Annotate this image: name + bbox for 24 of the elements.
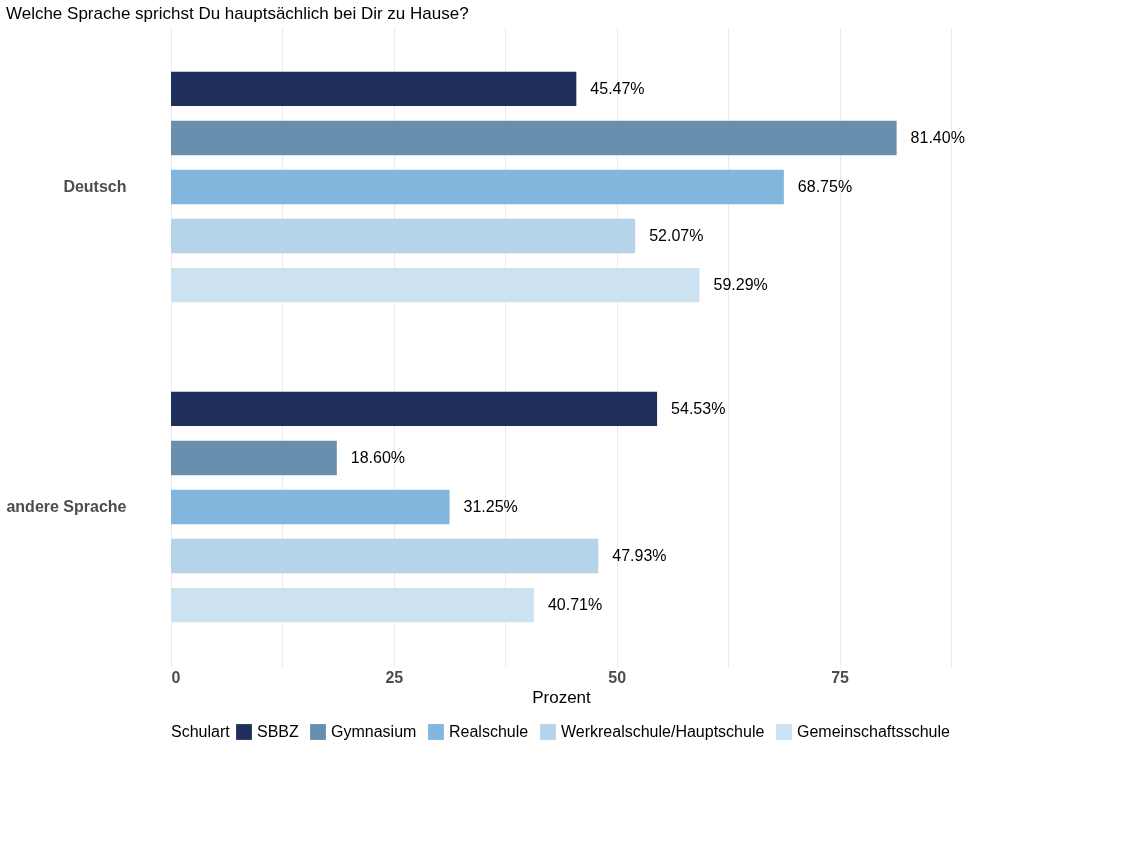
data-label: 52.07% [649,227,704,245]
data-label: 47.93% [612,547,667,565]
legend-label: Gemeinschaftsschule [797,723,951,740]
legend-title: Schulart [171,723,231,740]
data-label: 45.47% [590,79,645,97]
data-label: 40.71% [547,596,603,614]
y-tick-label: Deutsch [63,178,127,195]
x-axis-title: Prozent [532,687,592,707]
legend-label: Realschule [449,723,529,740]
legend-label: SBBZ [257,723,300,740]
x-tick-label: 0 [171,668,181,686]
legend-label: Gymnasium [331,723,417,740]
legend-label: Werkrealschule/Hauptschule [561,723,765,740]
x-tick-label: 25 [385,668,404,686]
x-tick-label: 50 [608,668,627,686]
chart-title: Welche Sprache sprichst Du hauptsächlich bei Dir zu Hause? [5,4,469,23]
data-label: 68.75% [797,178,853,195]
data-label: 54.53% [671,399,726,417]
data-label: 31.25% [463,498,518,515]
data-label: 59.29% [713,276,768,294]
data-label: 18.60% [350,448,406,466]
x-tick-label: 75 [831,668,850,686]
y-tick-label: andere Sprache [6,498,127,515]
data-label: 81.40% [910,128,965,146]
